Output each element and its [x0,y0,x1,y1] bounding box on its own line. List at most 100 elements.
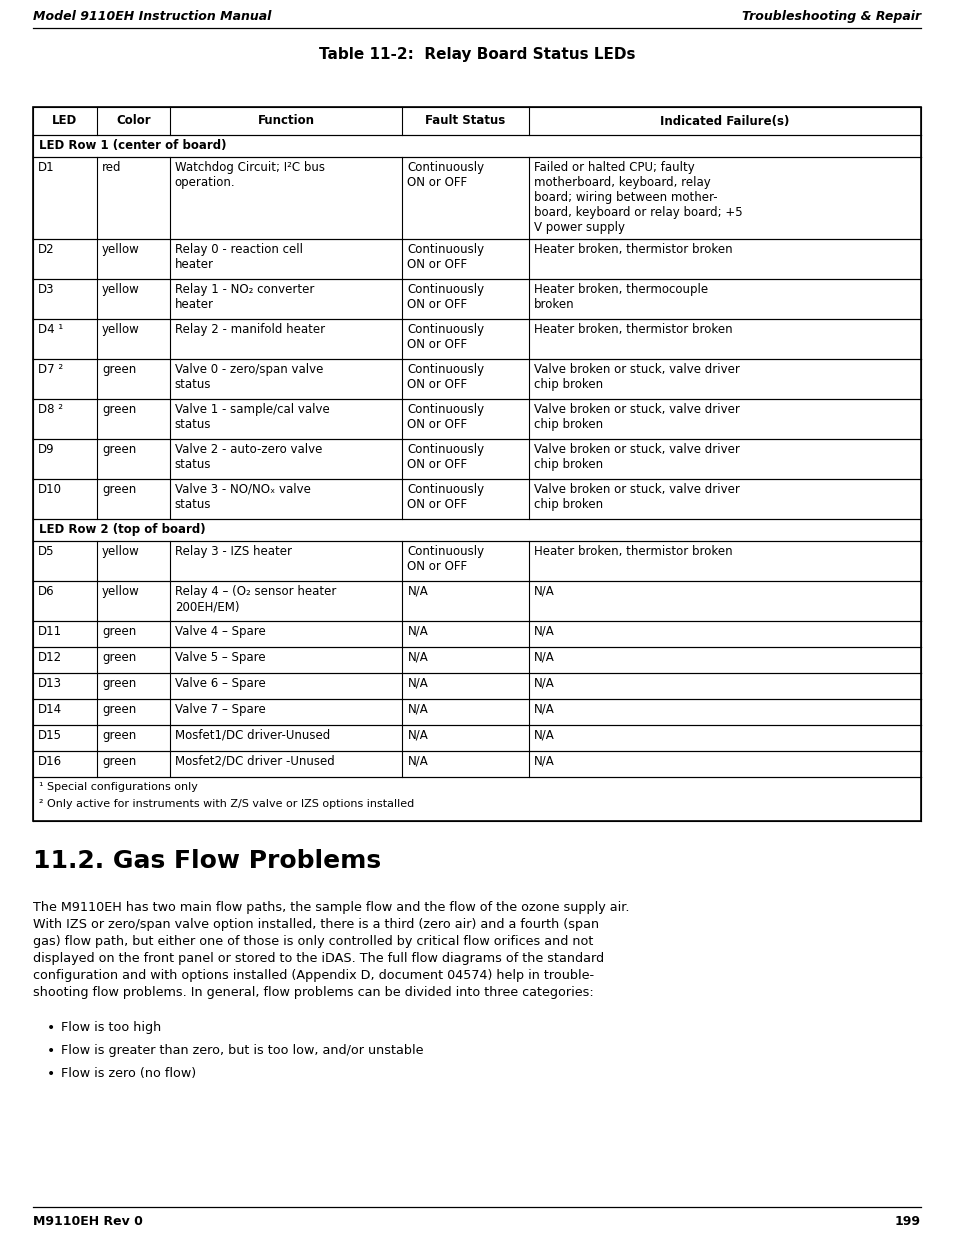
Text: N/A: N/A [533,677,554,690]
Text: ² Only active for instruments with Z/S valve or IZS options installed: ² Only active for instruments with Z/S v… [39,799,414,809]
Text: Color: Color [116,115,151,127]
Text: LED Row 2 (top of board): LED Row 2 (top of board) [39,524,206,536]
Text: Valve broken or stuck, valve driver
chip broken: Valve broken or stuck, valve driver chip… [533,443,739,471]
Text: Continuously
ON or OFF: Continuously ON or OFF [407,545,484,573]
Text: Watchdog Circuit; I²C bus
operation.: Watchdog Circuit; I²C bus operation. [174,161,324,189]
Text: N/A: N/A [407,677,428,690]
Text: N/A: N/A [533,585,554,598]
Text: displayed on the front panel or stored to the iDAS. The full flow diagrams of th: displayed on the front panel or stored t… [33,952,603,965]
Text: gas) flow path, but either one of those is only controlled by critical flow orif: gas) flow path, but either one of those … [33,935,593,948]
Text: green: green [102,755,136,768]
Text: Continuously
ON or OFF: Continuously ON or OFF [407,363,484,391]
Text: yellow: yellow [102,283,139,296]
Text: Heater broken, thermocouple
broken: Heater broken, thermocouple broken [533,283,707,311]
Text: shooting flow problems. In general, flow problems can be divided into three cate: shooting flow problems. In general, flow… [33,986,593,999]
Text: ¹ Special configurations only: ¹ Special configurations only [39,782,197,792]
Text: D5: D5 [38,545,54,558]
Text: yellow: yellow [102,585,139,598]
Text: Valve 0 - zero/span valve
status: Valve 0 - zero/span valve status [174,363,323,391]
Text: Failed or halted CPU; faulty
motherboard, keyboard, relay
board; wiring between : Failed or halted CPU; faulty motherboard… [533,161,741,233]
Text: Valve broken or stuck, valve driver
chip broken: Valve broken or stuck, valve driver chip… [533,363,739,391]
Text: D11: D11 [38,625,62,638]
Text: D16: D16 [38,755,62,768]
Text: With IZS or zero/span valve option installed, there is a third (zero air) and a : With IZS or zero/span valve option insta… [33,918,598,931]
Text: Relay 2 - manifold heater: Relay 2 - manifold heater [174,324,325,336]
Text: N/A: N/A [407,651,428,664]
Text: green: green [102,651,136,664]
Text: green: green [102,625,136,638]
Text: Continuously
ON or OFF: Continuously ON or OFF [407,243,484,270]
Text: Fault Status: Fault Status [425,115,505,127]
Text: Valve 1 - sample/cal valve
status: Valve 1 - sample/cal valve status [174,403,329,431]
Text: Heater broken, thermistor broken: Heater broken, thermistor broken [533,545,731,558]
Text: D14: D14 [38,703,62,716]
Text: D7 ²: D7 ² [38,363,63,375]
Text: Continuously
ON or OFF: Continuously ON or OFF [407,161,484,189]
Text: D1: D1 [38,161,54,174]
Text: N/A: N/A [407,729,428,742]
Text: N/A: N/A [533,729,554,742]
Text: Relay 4 – (O₂ sensor heater
200EH/EM): Relay 4 – (O₂ sensor heater 200EH/EM) [174,585,335,613]
Text: Mosfet2/DC driver -Unused: Mosfet2/DC driver -Unused [174,755,335,768]
Text: 199: 199 [894,1215,920,1228]
Text: Valve 5 – Spare: Valve 5 – Spare [174,651,265,664]
Text: •: • [47,1044,55,1058]
Text: green: green [102,443,136,456]
Text: green: green [102,403,136,416]
Text: Flow is too high: Flow is too high [61,1021,161,1034]
Text: Continuously
ON or OFF: Continuously ON or OFF [407,483,484,511]
Text: N/A: N/A [407,585,428,598]
Text: Mosfet1/DC driver-Unused: Mosfet1/DC driver-Unused [174,729,330,742]
Text: D15: D15 [38,729,62,742]
Text: green: green [102,703,136,716]
Text: Function: Function [257,115,314,127]
Text: green: green [102,677,136,690]
Text: Flow is greater than zero, but is too low, and/or unstable: Flow is greater than zero, but is too lo… [61,1044,423,1057]
Text: yellow: yellow [102,243,139,256]
Text: green: green [102,363,136,375]
Text: configuration and with options installed (Appendix D, document 04574) help in tr: configuration and with options installed… [33,969,594,982]
Text: N/A: N/A [533,625,554,638]
Text: green: green [102,483,136,496]
Text: Indicated Failure(s): Indicated Failure(s) [659,115,789,127]
Text: Continuously
ON or OFF: Continuously ON or OFF [407,324,484,351]
Text: N/A: N/A [407,703,428,716]
Text: Troubleshooting & Repair: Troubleshooting & Repair [741,10,920,23]
Text: Relay 3 - IZS heater: Relay 3 - IZS heater [174,545,292,558]
Text: D9: D9 [38,443,54,456]
Text: Valve broken or stuck, valve driver
chip broken: Valve broken or stuck, valve driver chip… [533,403,739,431]
Text: N/A: N/A [533,755,554,768]
Text: Valve broken or stuck, valve driver
chip broken: Valve broken or stuck, valve driver chip… [533,483,739,511]
Text: •: • [47,1067,55,1081]
Text: N/A: N/A [407,625,428,638]
Text: The M9110EH has two main flow paths, the sample flow and the flow of the ozone s: The M9110EH has two main flow paths, the… [33,902,629,914]
Text: Heater broken, thermistor broken: Heater broken, thermistor broken [533,324,731,336]
Text: D6: D6 [38,585,54,598]
Text: red: red [102,161,121,174]
Text: D3: D3 [38,283,54,296]
Text: Continuously
ON or OFF: Continuously ON or OFF [407,283,484,311]
Text: M9110EH Rev 0: M9110EH Rev 0 [33,1215,143,1228]
Text: Relay 1 - NO₂ converter
heater: Relay 1 - NO₂ converter heater [174,283,314,311]
Text: N/A: N/A [533,651,554,664]
Text: Valve 6 – Spare: Valve 6 – Spare [174,677,265,690]
Text: Valve 2 - auto-zero valve
status: Valve 2 - auto-zero valve status [174,443,322,471]
Text: D10: D10 [38,483,62,496]
Text: yellow: yellow [102,324,139,336]
Text: Valve 3 - NO/NOₓ valve
status: Valve 3 - NO/NOₓ valve status [174,483,311,511]
Text: Relay 0 - reaction cell
heater: Relay 0 - reaction cell heater [174,243,302,270]
Text: N/A: N/A [533,703,554,716]
Text: LED Row 1 (center of board): LED Row 1 (center of board) [39,140,226,152]
Text: Continuously
ON or OFF: Continuously ON or OFF [407,403,484,431]
Text: D2: D2 [38,243,54,256]
Text: Table 11-2:  Relay Board Status LEDs: Table 11-2: Relay Board Status LEDs [318,47,635,62]
Text: LED: LED [52,115,77,127]
Text: yellow: yellow [102,545,139,558]
Text: •: • [47,1021,55,1035]
Text: Flow is zero (no flow): Flow is zero (no flow) [61,1067,196,1079]
Text: Heater broken, thermistor broken: Heater broken, thermistor broken [533,243,731,256]
Text: Model 9110EH Instruction Manual: Model 9110EH Instruction Manual [33,10,271,23]
Text: D4 ¹: D4 ¹ [38,324,63,336]
Text: Valve 4 – Spare: Valve 4 – Spare [174,625,265,638]
Text: Continuously
ON or OFF: Continuously ON or OFF [407,443,484,471]
